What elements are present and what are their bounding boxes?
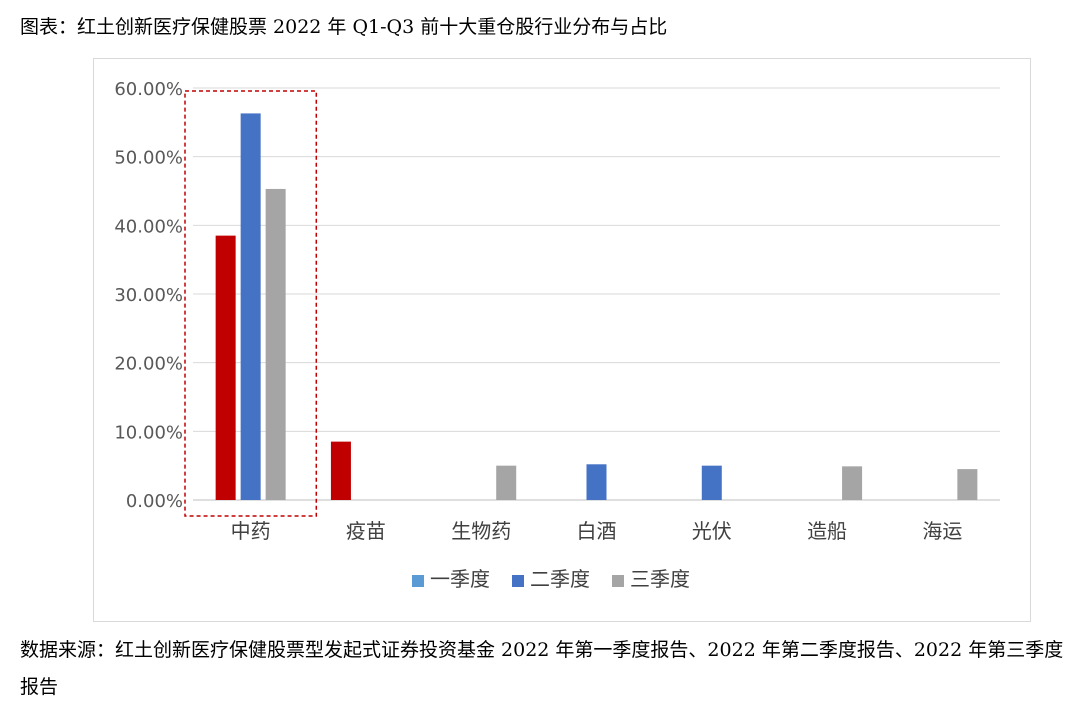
y-tick-label: 10.00% (114, 422, 183, 443)
x-category-label: 疫苗 (346, 519, 386, 543)
x-category-label: 海运 (922, 519, 962, 543)
y-tick-labels: 0.00% 10.00% 20.00% 30.00% 40.00% 50.00% 60.00… (114, 79, 183, 512)
x-category-labels: 中药 疫苗 生物药 白酒 光伏 造船 海运 (231, 519, 963, 543)
highlight-box (184, 90, 318, 517)
legend-swatch (612, 575, 624, 587)
legend-swatch (412, 575, 424, 587)
bar (701, 465, 722, 500)
x-category-label: 造船 (807, 519, 847, 543)
bar (586, 464, 607, 500)
bar (240, 113, 261, 500)
y-tick-label: 20.00% (114, 354, 183, 375)
bar (957, 469, 978, 500)
y-tick-label: 40.00% (114, 216, 183, 237)
legend-label: 一季度 (430, 567, 490, 591)
x-category-label: 白酒 (577, 519, 617, 543)
legend: 一季度 二季度 三季度 (412, 567, 690, 591)
legend-label: 三季度 (630, 567, 690, 591)
source-note: 数据来源：红土创新医疗保健股票型发起式证券投资基金 2022 年第一季度报告、2… (20, 639, 1064, 698)
x-category-label: 生物药 (451, 519, 511, 543)
bar-chart: 0.00% 10.00% 20.00% 30.00% 40.00% 50.00% 60.00… (114, 79, 1000, 591)
bars (215, 113, 978, 500)
x-category-label: 光伏 (692, 519, 732, 543)
bar (215, 235, 236, 500)
legend-swatch (512, 575, 524, 587)
y-tick-label: 30.00% (114, 285, 183, 306)
bar (496, 465, 517, 500)
grid-lines (193, 87, 1000, 501)
y-tick-label: 0.00% (126, 491, 183, 512)
bar (330, 441, 351, 500)
bar (842, 466, 863, 500)
bar (265, 188, 286, 500)
x-category-label: 中药 (231, 519, 271, 543)
highlight-rect (184, 90, 318, 517)
figure-title: 图表：红土创新医疗保健股票 2022 年 Q1-Q3 前十大重仓股行业分布与占比 (20, 16, 668, 38)
y-tick-label: 60.00% (114, 79, 183, 100)
y-tick-label: 50.00% (114, 148, 183, 169)
legend-label: 二季度 (530, 567, 590, 591)
